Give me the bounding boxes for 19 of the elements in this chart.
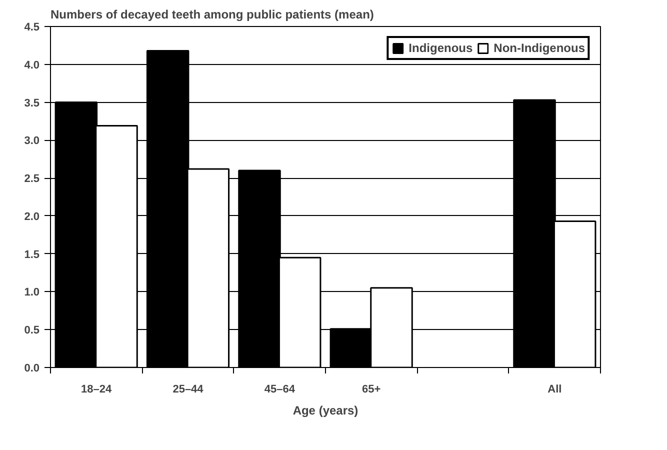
legend-label: Non-Indigenous [494, 41, 585, 55]
y-tick-label: 2.0 [24, 210, 40, 223]
chart-title: Numbers of decayed teeth among public patients (mean) [50, 8, 374, 22]
x-tick-label: 45–64 [264, 384, 296, 396]
y-tick-label: 0.0 [24, 362, 40, 374]
x-tick-label: 65+ [362, 384, 381, 396]
y-tick-label: 0.5 [24, 324, 40, 337]
y-tick-label: 1.0 [24, 286, 40, 299]
y-tick-label: 4.0 [24, 59, 40, 72]
x-axis-title: Age (years) [292, 404, 358, 418]
x-tick-label: All [548, 384, 562, 396]
y-tick-label: 1.5 [24, 248, 40, 261]
y-tick-label: 3.0 [24, 135, 40, 148]
y-tick-label: 2.5 [24, 173, 40, 186]
y-tick-label: 4.5 [24, 22, 40, 34]
legend-label: Indigenous [408, 41, 473, 55]
x-tick-label: 25–44 [172, 384, 204, 396]
x-tick-label: 18–24 [81, 384, 113, 396]
y-tick-label: 3.5 [24, 97, 40, 110]
